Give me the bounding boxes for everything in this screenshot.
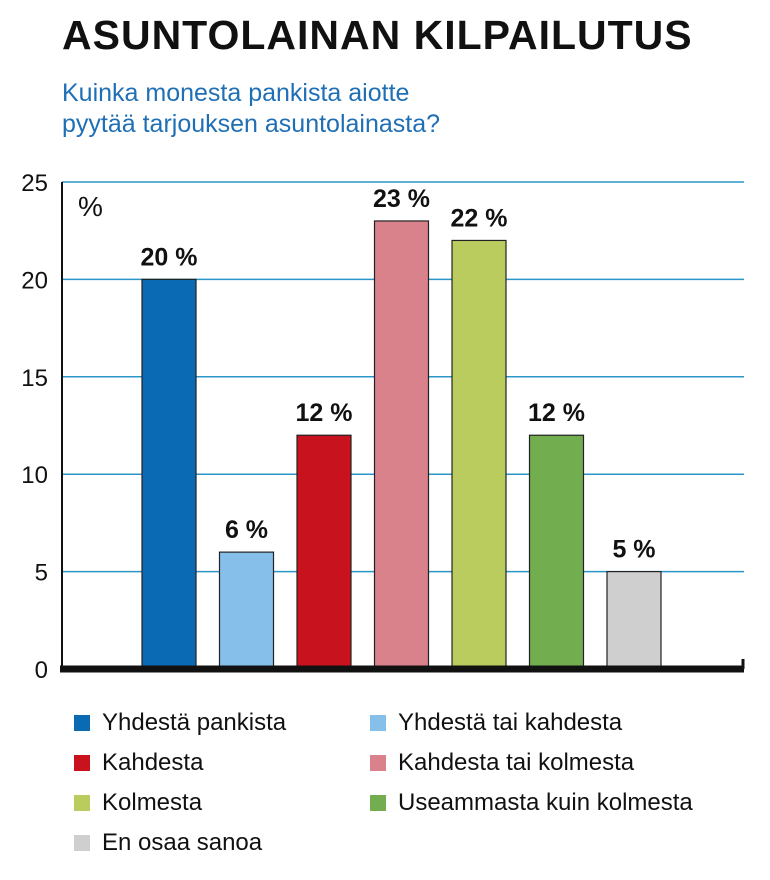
- legend-item: Useammasta kuin kolmesta: [370, 784, 693, 822]
- y-tick-label: 5: [35, 560, 48, 587]
- bar: [296, 434, 352, 670]
- legend-item: Yhdestä pankista: [74, 704, 286, 742]
- chart-subtitle: Kuinka monesta pankista aiotte pyytää ta…: [62, 78, 582, 140]
- legend-label: Kahdesta tai kolmesta: [398, 749, 635, 776]
- legend-item: Kahdesta tai kolmesta: [370, 744, 634, 782]
- legend-swatch: [74, 835, 90, 851]
- data-label: 12 %: [296, 399, 353, 427]
- bar: [451, 239, 507, 670]
- data-label: 22 %: [451, 204, 508, 232]
- subtitle-line-1: Kuinka monesta pankista aiotte: [62, 79, 410, 107]
- bar: [218, 551, 275, 670]
- data-label: 23 %: [373, 185, 430, 213]
- legend-swatch: [74, 715, 90, 731]
- data-label: 12 %: [528, 399, 585, 427]
- subtitle-line-2: pyytää tarjouksen asuntolainasta?: [62, 110, 441, 138]
- data-label: 5 %: [612, 536, 655, 564]
- legend-swatch: [370, 715, 386, 731]
- legend-swatch: [370, 755, 386, 771]
- legend-item: Kahdesta: [74, 744, 203, 782]
- y-tick-label: 15: [21, 365, 48, 392]
- chart-title: ASUNTOLAINAN KILPAILUTUS: [62, 12, 693, 58]
- y-axis-unit-label: %: [78, 191, 103, 222]
- bar-chart: 0 5 10 15 20 25% 20 % 6 % 12 % 23 % 22 % 12 % 5 %: [21, 170, 745, 684]
- bar: [373, 220, 430, 670]
- y-tick-label: 0: [35, 657, 48, 684]
- legend-item: Kolmesta: [74, 784, 202, 822]
- data-label: 6 %: [225, 516, 268, 544]
- legend-item: Yhdestä tai kahdesta: [370, 704, 622, 742]
- legend-label: Useammasta kuin kolmesta: [398, 789, 693, 816]
- legend-item: En osaa sanoa: [74, 824, 262, 862]
- legend-label: Kahdesta: [102, 749, 204, 776]
- y-tick-label: 20: [21, 267, 48, 294]
- legend-label: Yhdestä tai kahdesta: [398, 709, 623, 736]
- bar: [141, 278, 197, 670]
- bar: [606, 570, 662, 670]
- bar: [528, 434, 585, 670]
- legend-label: Yhdestä pankista: [102, 709, 287, 736]
- legend-label: En osaa sanoa: [102, 829, 263, 856]
- legend-swatch: [370, 795, 386, 811]
- data-label: 20 %: [141, 243, 198, 271]
- legend-swatch: [74, 795, 90, 811]
- legend-swatch: [74, 755, 90, 771]
- legend-label: Kolmesta: [102, 789, 203, 816]
- y-tick-label: 10: [21, 462, 48, 489]
- y-tick-label: 25: [21, 170, 48, 197]
